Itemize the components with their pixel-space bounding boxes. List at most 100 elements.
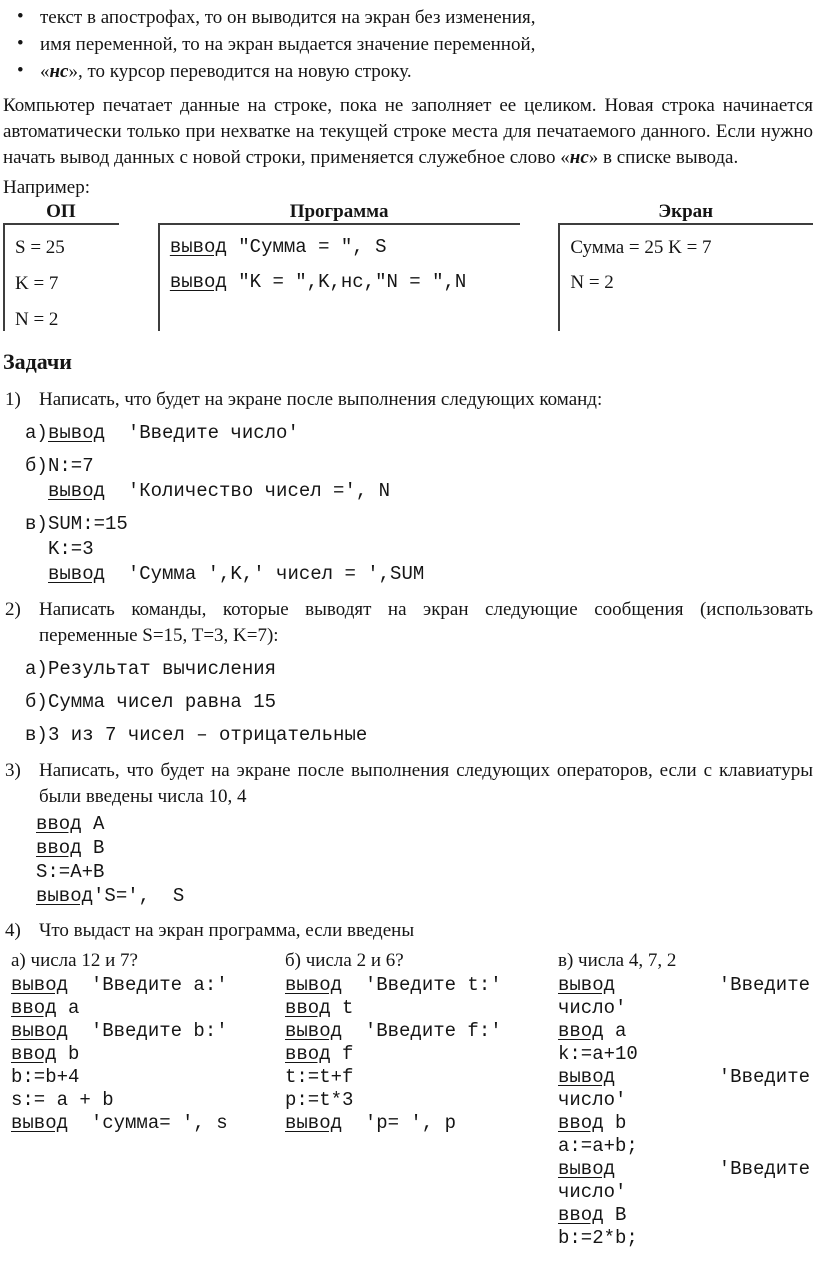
code-line: s:= a + b [11,1089,114,1111]
code-text: "Сумма = ", S [226,236,387,258]
code-line: Результат вычисления [48,658,277,680]
column-a-header: а) числа 12 и 7? [11,950,138,971]
column-header-program: Программа [157,201,521,225]
code-text: 'сумма= ', s [68,1112,228,1134]
task-item-2: 2) Написать команды, которые выводят на … [3,597,813,748]
sub-item-a: а) Результат вычисления [25,657,813,682]
intro-paragraph: Компьютер печатает данные на строке, пок… [3,95,813,168]
code-keyword: ввод [285,997,331,1019]
bullet-text: текст в апострофах, то он выводится на э… [40,7,536,28]
code-text: b [56,1043,80,1065]
code-keyword: вывод [169,236,227,258]
code-line: t:=t+f [285,1066,354,1088]
code-line: вывод "Сумма = ", S [170,230,521,265]
code-text: 'Введите [718,1158,810,1180]
code-line: вывод 'Сумма ',K,' чисел = ',SUM [48,562,813,587]
code-line: вывод 'Введите b:' [11,1020,285,1043]
code-text: 'Введите [718,974,810,996]
code-line: ввод b [558,1112,810,1135]
table-column-program: Программа вывод "Сумма = ", S вывод "K =… [157,201,521,331]
code-keyword: ввод [11,1043,57,1065]
example-table: ОП S = 25 K = 7 N = 2 Программа вывод "С… [3,201,813,331]
task4-columns: а) числа 12 и 7? вывод 'Введите a:' ввод… [11,948,813,1250]
code-text: B [81,837,105,859]
code-line: вывод 'Введите t:' [285,974,558,997]
task-number: 1) [5,389,21,410]
column-v-header: в) числа 4, 7, 2 [558,950,677,971]
sub-marker: в) [25,724,48,746]
bullet-text: имя переменной, то на экран выдается зна… [40,34,536,55]
code-line: ввод a [558,1020,810,1043]
code-line: ввод B [558,1204,810,1227]
column-header-screen: Экран [558,201,813,225]
code-line: ввод a [11,997,285,1020]
code-line: вывод 'сумма= ', s [11,1112,285,1135]
task-text: Написать команды, которые выводят на экр… [39,599,813,646]
table-cell: S = 25 [15,237,65,258]
sub-item-a: а) вывод 'Введите число' [25,421,813,446]
table-cell: K = 7 [15,273,59,294]
code-keyword: ввод [285,1043,331,1065]
sub-item-b: б) Сумма чисел равна 15 [25,690,813,715]
task-text: Что выдаст на экран программа, если введ… [39,920,415,941]
code-keyword: вывод [48,422,106,444]
column-b-header: б) числа 2 и 6? [285,950,404,971]
code-keyword: вывод [558,1158,616,1180]
code-line: N:=7 [48,455,94,477]
keyword-ns: нс [49,61,69,82]
column-header-op: ОП [3,201,119,225]
code-line: вывод 'Введите f:' [285,1020,558,1043]
code-keyword: ввод [558,1020,604,1042]
task-text: Написать, что будет на экране после выпо… [39,389,603,410]
code-keyword: вывод [11,974,69,996]
code-keyword: вывод [11,1112,69,1134]
sub-marker: а) [25,658,48,680]
code-line: вывод "K = ",K,нс,"N = ",N [170,265,521,300]
code-block: ввод A ввод B S:=A+B вывод'S=', S [36,812,813,908]
code-line: вывод'S=', S [36,884,813,908]
column-a: а) числа 12 и 7? вывод 'Введите a:' ввод… [11,948,285,1135]
code-text: 'Введите число' [105,422,299,444]
example-label: Например: [3,177,90,198]
code-text: t [330,997,354,1019]
code-line: вывод 'Количество чисел =', N [48,479,813,504]
bullet-item: • имя переменной, то на экран выдается зн… [3,31,813,58]
table-cell: N = 2 [15,309,59,330]
bullet-icon: • [17,6,24,27]
task-item-1: 1) Написать, что будет на экране после в… [3,387,813,587]
code-line: вывод 'Введите [558,974,810,997]
code-text: 'Введите t:' [342,974,502,996]
code-line: b:=b+4 [11,1066,80,1088]
code-text: 'p= ', p [342,1112,457,1134]
code-line: ввод b [11,1043,285,1066]
code-text: f [330,1043,354,1065]
code-text: B [603,1204,627,1226]
sub-marker: б) [25,691,48,713]
code-line: число' [558,1181,627,1203]
code-line: Сумма чисел равна 15 [48,691,277,713]
sub-marker: а) [25,422,48,444]
code-text: 'Введите [718,1066,810,1088]
code-keyword: вывод [285,1112,343,1134]
code-line: ввод f [285,1043,558,1066]
code-text: A [81,813,105,835]
code-keyword: ввод [558,1204,604,1226]
task-number: 4) [5,920,21,941]
tasks-heading: Задачи [3,349,72,374]
code-keyword: ввод [36,837,82,859]
table-column-op: ОП S = 25 K = 7 N = 2 [3,201,119,331]
code-text: 'Сумма ',K,' чисел = ',SUM [105,563,425,585]
code-line: SUM:=15 [48,513,128,535]
bullet-item: • текст в апострофах, то он выводится на … [3,4,813,31]
code-text: a [56,997,80,1019]
code-text: 'S=', S [93,885,185,907]
task-number: 2) [5,599,21,620]
bullet-text: «нс», то курсор переводится на новую стр… [40,61,412,82]
code-line: число' [558,997,627,1019]
code-text: "K = ",K,нс,"N = ",N [226,271,467,293]
bullet-icon: • [17,33,24,54]
code-line: ввод B [36,836,813,860]
code-line: K:=3 [48,538,94,560]
code-line: k:=a+10 [558,1043,638,1065]
